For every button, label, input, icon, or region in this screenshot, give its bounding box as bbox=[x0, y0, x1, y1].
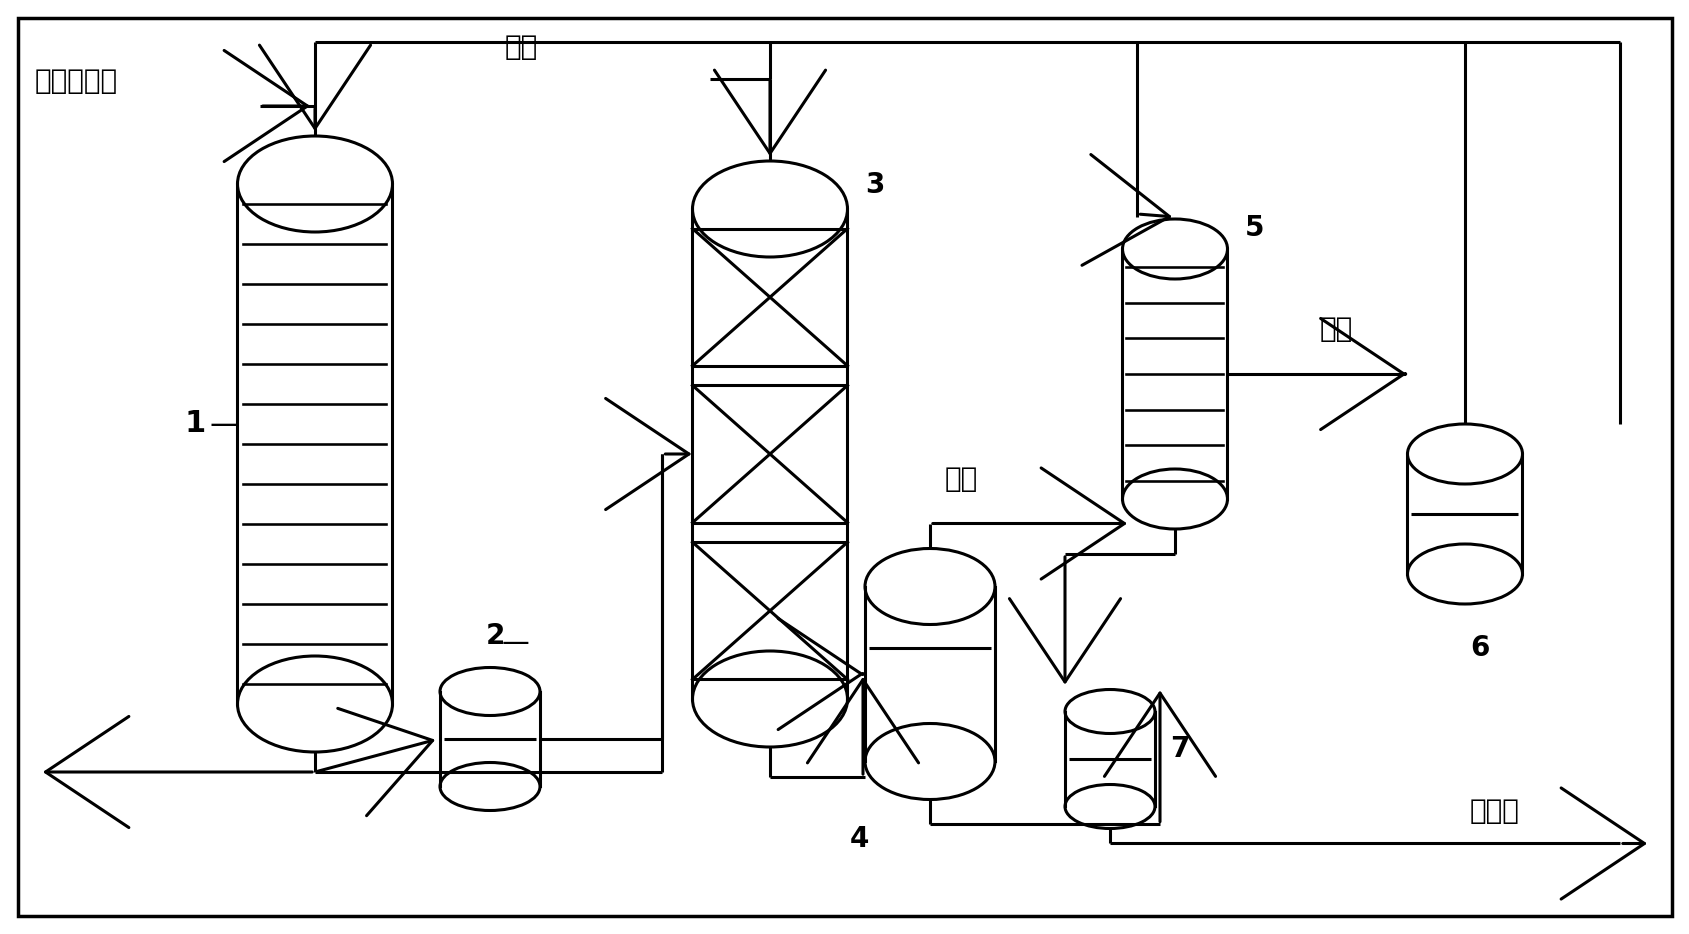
Text: 7: 7 bbox=[1169, 735, 1189, 763]
Text: 5: 5 bbox=[1245, 214, 1263, 242]
Text: 氢气: 氢气 bbox=[1319, 315, 1353, 343]
Text: —: — bbox=[502, 630, 529, 658]
Text: 无机酸溶液: 无机酸溶液 bbox=[35, 67, 118, 95]
Text: 1: 1 bbox=[184, 409, 206, 438]
Text: 气相: 气相 bbox=[944, 465, 978, 493]
Text: 6: 6 bbox=[1469, 634, 1488, 662]
Text: 2: 2 bbox=[485, 621, 505, 649]
Text: 氢气: 氢气 bbox=[505, 33, 537, 61]
Text: 3: 3 bbox=[865, 171, 883, 199]
Text: 4: 4 bbox=[850, 826, 868, 854]
Text: 酸溶液: 酸溶液 bbox=[1469, 798, 1518, 826]
Text: —: — bbox=[209, 409, 240, 438]
